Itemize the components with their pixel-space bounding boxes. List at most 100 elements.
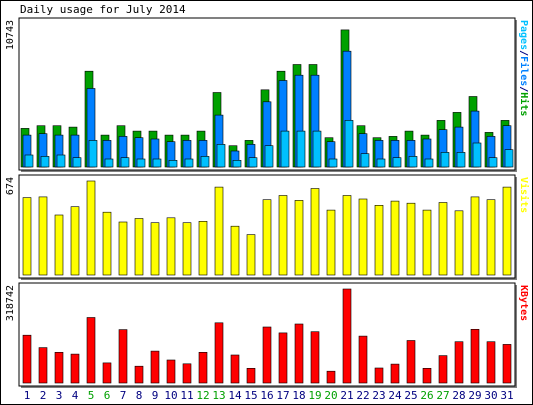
side-label-part: / <box>518 50 529 56</box>
bar-pages-day-31 <box>504 149 514 168</box>
x-tick-label-day-18: 18 <box>292 389 305 402</box>
bar-pages-day-26 <box>424 158 434 168</box>
side-label-visits: Visits <box>518 177 530 213</box>
bar-pages-day-11 <box>184 158 194 168</box>
bar-pages-day-23 <box>376 158 386 168</box>
bar-kbytes-day-27 <box>438 355 448 384</box>
bar-visits-day-12 <box>198 221 208 276</box>
bar-visits-day-28 <box>454 210 464 276</box>
bar-pages-day-2 <box>40 156 50 168</box>
x-tick-label-day-12: 12 <box>196 389 209 402</box>
bar-pages-day-3 <box>56 154 66 168</box>
x-tick-label-day-14: 14 <box>228 389 242 402</box>
bar-kbytes-day-30 <box>486 341 496 384</box>
bar-kbytes-day-28 <box>454 341 464 384</box>
bar-pages-day-7 <box>120 157 130 168</box>
x-tick-label-day-25: 25 <box>404 389 417 402</box>
bar-pages-day-29 <box>472 142 482 168</box>
bar-visits-day-23 <box>374 205 384 276</box>
bar-visits-day-3 <box>54 214 64 276</box>
x-tick-label-day-30: 30 <box>484 389 497 402</box>
side-label-part: Files <box>518 56 530 86</box>
bar-kbytes-day-22 <box>358 335 368 384</box>
bar-kbytes-day-17 <box>278 332 288 384</box>
bar-visits-day-1 <box>22 197 32 276</box>
bar-pages-day-16 <box>264 145 274 168</box>
x-tick-label-day-23: 23 <box>372 389 385 402</box>
bar-visits-day-5 <box>86 180 96 276</box>
x-tick-label-day-20: 20 <box>324 389 337 402</box>
bar-pages-day-5 <box>88 140 98 168</box>
bar-kbytes-day-21 <box>342 288 352 384</box>
bar-visits-day-30 <box>486 199 496 276</box>
x-tick-label-day-21: 21 <box>340 389 353 402</box>
bar-pages-day-22 <box>360 153 370 168</box>
x-tick-label-day-27: 27 <box>436 389 449 402</box>
bar-visits-day-31 <box>502 186 512 276</box>
bar-pages-day-25 <box>408 156 418 168</box>
bar-visits-day-21 <box>342 195 352 276</box>
bar-kbytes-day-8 <box>134 365 144 384</box>
bar-visits-day-20 <box>326 209 336 276</box>
x-tick-label-day-9: 9 <box>152 389 159 402</box>
x-tick-label-day-2: 2 <box>40 389 47 402</box>
bar-visits-day-14 <box>230 225 240 276</box>
x-tick-label-day-13: 13 <box>212 389 225 402</box>
bar-pages-day-18 <box>296 130 306 168</box>
bar-kbytes-day-5 <box>86 317 96 384</box>
x-tick-label-day-19: 19 <box>308 389 321 402</box>
bar-kbytes-day-3 <box>54 351 64 384</box>
bar-pages-day-21 <box>344 120 354 168</box>
bar-kbytes-day-26 <box>422 367 432 384</box>
x-tick-label-day-26: 26 <box>420 389 433 402</box>
bar-kbytes-day-25 <box>406 340 416 384</box>
x-tick-label-day-7: 7 <box>120 389 127 402</box>
bar-pages-day-13 <box>216 144 226 168</box>
bar-pages-day-12 <box>200 156 210 168</box>
side-label-part: / <box>518 86 529 92</box>
bar-kbytes-day-6 <box>102 362 112 384</box>
bar-visits-day-19 <box>310 188 320 276</box>
bar-pages-day-10 <box>168 160 178 168</box>
bar-visits-day-24 <box>390 200 400 276</box>
bar-kbytes-day-19 <box>310 331 320 384</box>
x-tick-label-day-11: 11 <box>180 389 193 402</box>
x-tick-label-day-5: 5 <box>88 389 95 402</box>
x-tick-label-day-16: 16 <box>260 389 273 402</box>
bar-pages-day-8 <box>136 158 146 168</box>
bar-kbytes-day-20 <box>326 370 336 384</box>
side-label-part: Hits <box>518 92 530 116</box>
bar-visits-day-27 <box>438 202 448 276</box>
bar-visits-day-2 <box>38 196 48 276</box>
x-tick-label-day-8: 8 <box>136 389 143 402</box>
bar-visits-day-16 <box>262 199 272 276</box>
bar-visits-day-29 <box>470 196 480 276</box>
bar-visits-day-15 <box>246 234 256 276</box>
bar-pages-day-6 <box>104 158 114 168</box>
y-max-label-kbytes: 318742 <box>5 285 16 321</box>
bar-pages-day-14 <box>232 160 242 168</box>
x-tick-label-day-6: 6 <box>104 389 111 402</box>
bar-kbytes-day-13 <box>214 322 224 384</box>
x-tick-label-day-15: 15 <box>244 389 257 402</box>
x-tick-label-day-1: 1 <box>24 389 31 402</box>
x-tick-label-day-10: 10 <box>164 389 177 402</box>
side-label-part: KBytes <box>518 285 529 321</box>
bar-visits-day-4 <box>70 206 80 276</box>
side-label-pages-files-hits: Pages/Files/Hits <box>518 20 530 116</box>
bar-pages-day-30 <box>488 157 498 168</box>
side-label-kbytes: KBytes <box>518 285 529 321</box>
bar-visits-day-25 <box>406 202 416 276</box>
bar-kbytes-day-23 <box>374 367 384 384</box>
bar-kbytes-day-24 <box>390 363 400 384</box>
x-tick-label-day-22: 22 <box>356 389 369 402</box>
bar-kbytes-day-31 <box>502 344 512 384</box>
bar-visits-day-8 <box>134 218 144 276</box>
bar-kbytes-day-11 <box>182 363 192 384</box>
y-max-label-visits: 674 <box>5 177 16 195</box>
bar-kbytes-day-9 <box>150 350 160 384</box>
bar-pages-day-20 <box>328 158 338 168</box>
bar-visits-day-10 <box>166 217 176 276</box>
